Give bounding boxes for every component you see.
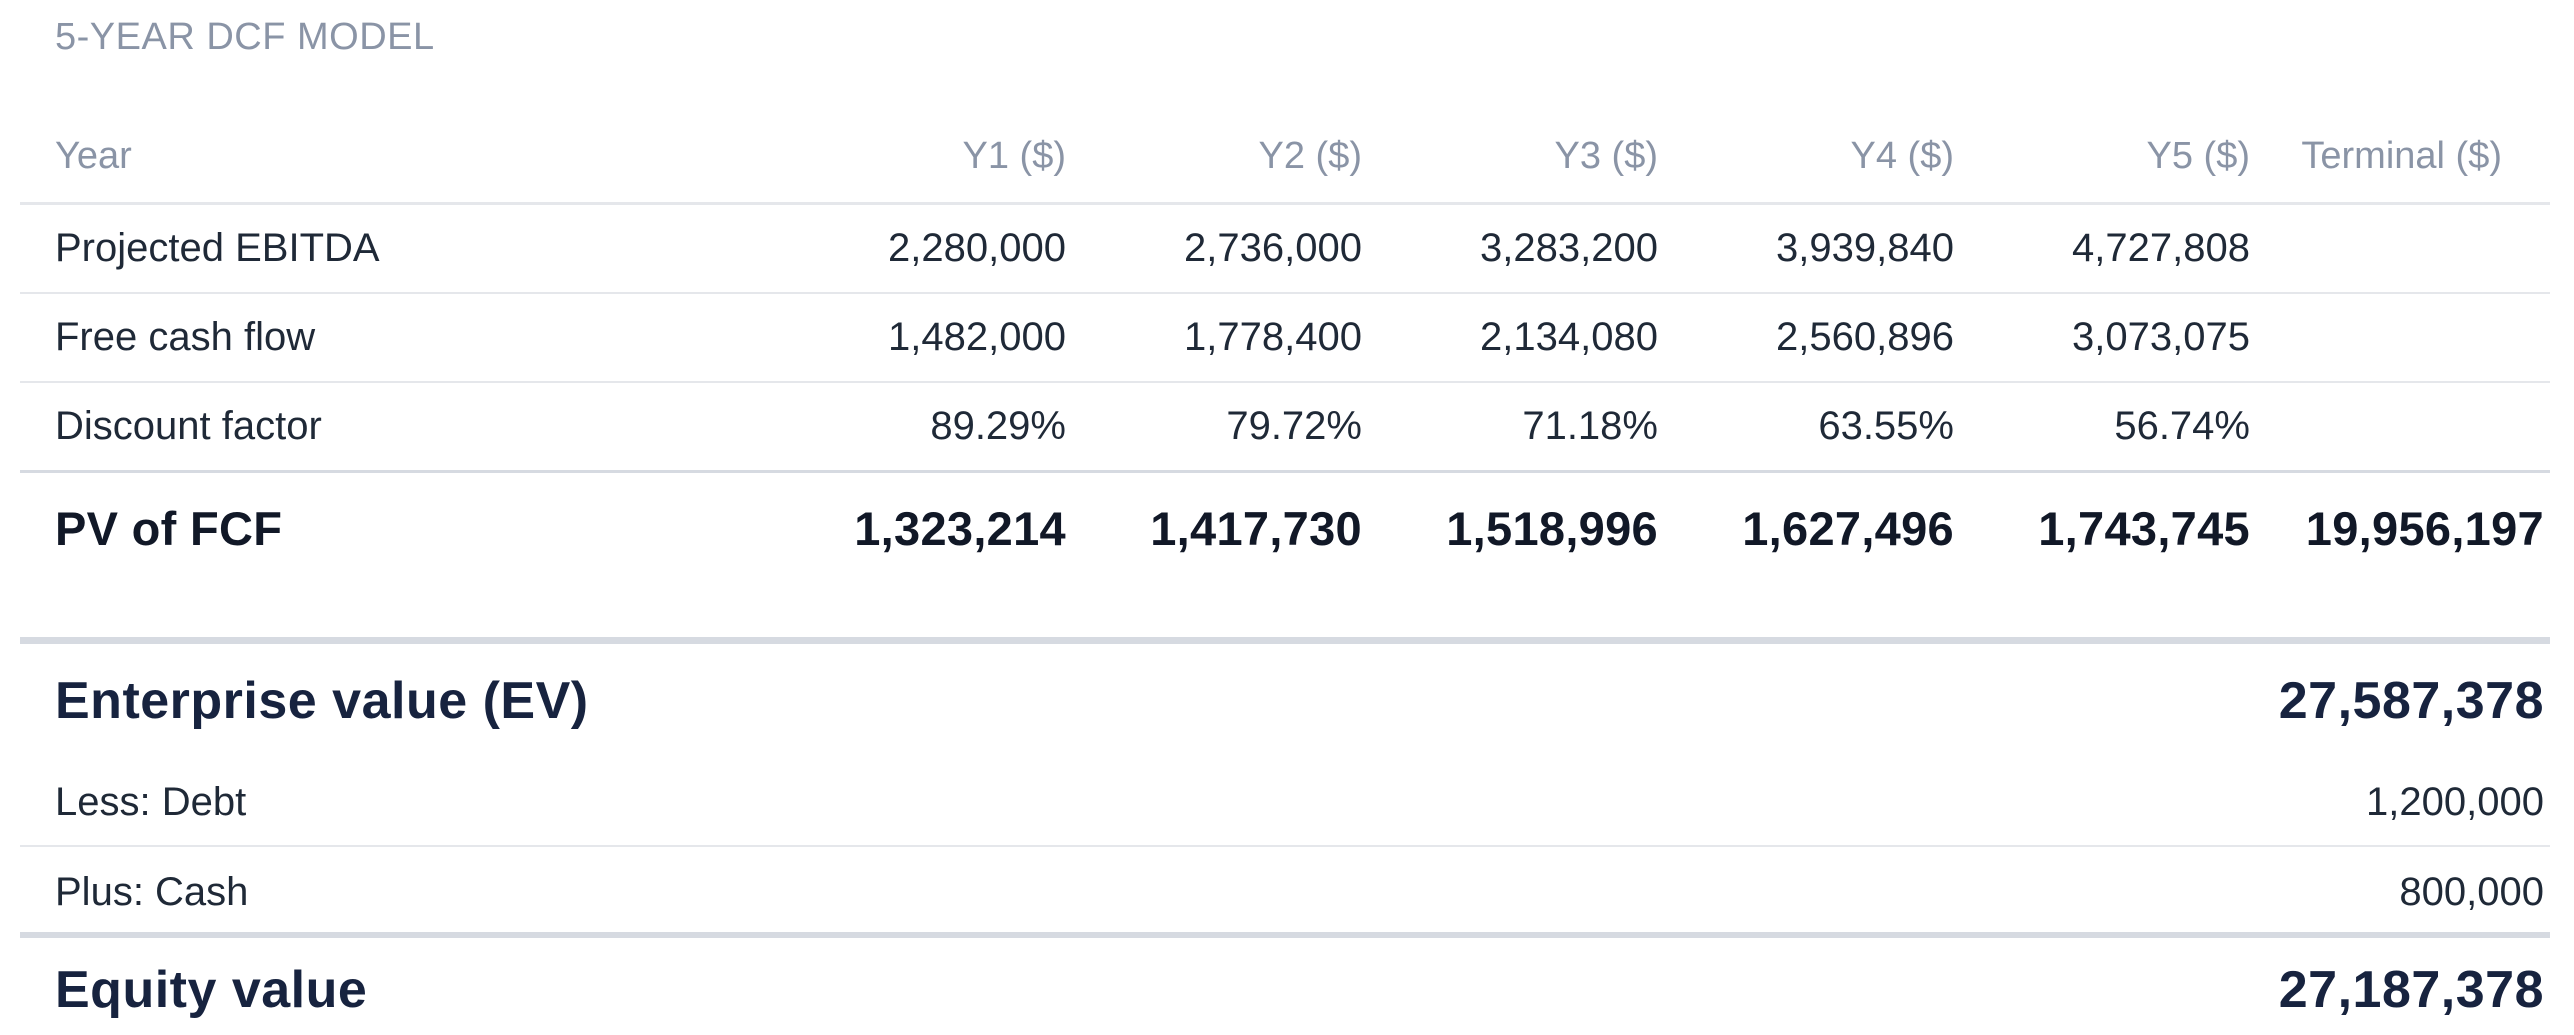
row-free-cash-flow: Free cash flow 1,482,000 1,778,400 2,134… bbox=[20, 293, 2550, 383]
cell-y5: 4,727,808 bbox=[1974, 203, 2270, 294]
table-header-row: Year Y1 ($) Y2 ($) Y3 ($) Y4 ($) Y5 ($) … bbox=[20, 110, 2550, 205]
cell-y2: 1,417,730 bbox=[1150, 501, 1362, 555]
cell-y3: 1,518,996 bbox=[1446, 501, 1658, 555]
row-projected-ebitda: Projected EBITDA 2,280,000 2,736,000 3,2… bbox=[20, 203, 2550, 294]
summary-label: Less: Debt bbox=[55, 779, 247, 824]
summary-value: 27,587,378 bbox=[2278, 671, 2544, 730]
header-year: Year bbox=[20, 110, 790, 205]
row-label: Discount factor bbox=[20, 382, 790, 473]
row-label: PV of FCF bbox=[55, 501, 283, 555]
cell-terminal: 19,956,197 bbox=[2305, 501, 2544, 555]
row-label: Free cash flow bbox=[20, 293, 790, 383]
row-divider bbox=[20, 845, 2550, 847]
header-y5: Y5 ($) bbox=[1974, 110, 2270, 205]
summary-value: 1,200,000 bbox=[2366, 779, 2544, 824]
summary-label: Plus: Cash bbox=[55, 869, 249, 914]
cell-y3: 71.18% bbox=[1382, 382, 1678, 473]
cell-y5: 56.74% bbox=[1974, 382, 2270, 473]
header-y1: Y1 ($) bbox=[790, 110, 1086, 205]
projection-table: Year Y1 ($) Y2 ($) Y3 ($) Y4 ($) Y5 ($) … bbox=[20, 110, 2550, 583]
cell-y5: 1,743,745 bbox=[2038, 501, 2250, 555]
page-title: 5-YEAR DCF MODEL bbox=[55, 16, 435, 58]
cell-y4: 63.55% bbox=[1678, 382, 1974, 473]
cell-terminal bbox=[2270, 293, 2550, 383]
cell-y1: 1,482,000 bbox=[790, 293, 1086, 383]
cell-y4: 3,939,840 bbox=[1678, 203, 1974, 294]
summary-label: Enterprise value (EV) bbox=[55, 671, 589, 730]
row-discount-factor: Discount factor 89.29% 79.72% 71.18% 63.… bbox=[20, 382, 2550, 473]
cell-y1: 1,323,214 bbox=[854, 501, 1066, 555]
cell-y3: 2,134,080 bbox=[1382, 293, 1678, 383]
cell-y4: 2,560,896 bbox=[1678, 293, 1974, 383]
summary-row-cash: Plus: Cash 800,000 bbox=[20, 850, 2550, 934]
header-y3: Y3 ($) bbox=[1382, 110, 1678, 205]
header-terminal: Terminal ($) bbox=[2270, 110, 2550, 205]
row-pv-of-fcf: PV of FCF 1,323,214 1,417,730 1,518,996 … bbox=[20, 472, 2550, 584]
cell-y1: 89.29% bbox=[790, 382, 1086, 473]
summary-label: Equity value bbox=[55, 961, 368, 1019]
cell-y3: 3,283,200 bbox=[1382, 203, 1678, 294]
section-divider bbox=[20, 637, 2550, 644]
header-y4: Y4 ($) bbox=[1678, 110, 1974, 205]
summary-row-equity-value: Equity value 27,187,378 bbox=[20, 945, 2550, 1035]
row-label: Projected EBITDA bbox=[20, 203, 790, 294]
cell-y2: 2,736,000 bbox=[1086, 203, 1382, 294]
cell-terminal bbox=[2270, 382, 2550, 473]
cell-y4: 1,627,496 bbox=[1742, 501, 1954, 555]
header-y2: Y2 ($) bbox=[1086, 110, 1382, 205]
cell-y1: 2,280,000 bbox=[790, 203, 1086, 294]
summary-row-enterprise-value: Enterprise value (EV) 27,587,378 bbox=[20, 653, 2550, 748]
cell-y5: 3,073,075 bbox=[1974, 293, 2270, 383]
summary-value: 800,000 bbox=[2399, 869, 2544, 914]
section-divider bbox=[20, 932, 2550, 938]
summary-row-debt: Less: Debt 1,200,000 bbox=[20, 760, 2550, 844]
cell-y2: 79.72% bbox=[1086, 382, 1382, 473]
cell-y2: 1,778,400 bbox=[1086, 293, 1382, 383]
summary-value: 27,187,378 bbox=[2278, 961, 2544, 1019]
cell-terminal bbox=[2270, 203, 2550, 294]
